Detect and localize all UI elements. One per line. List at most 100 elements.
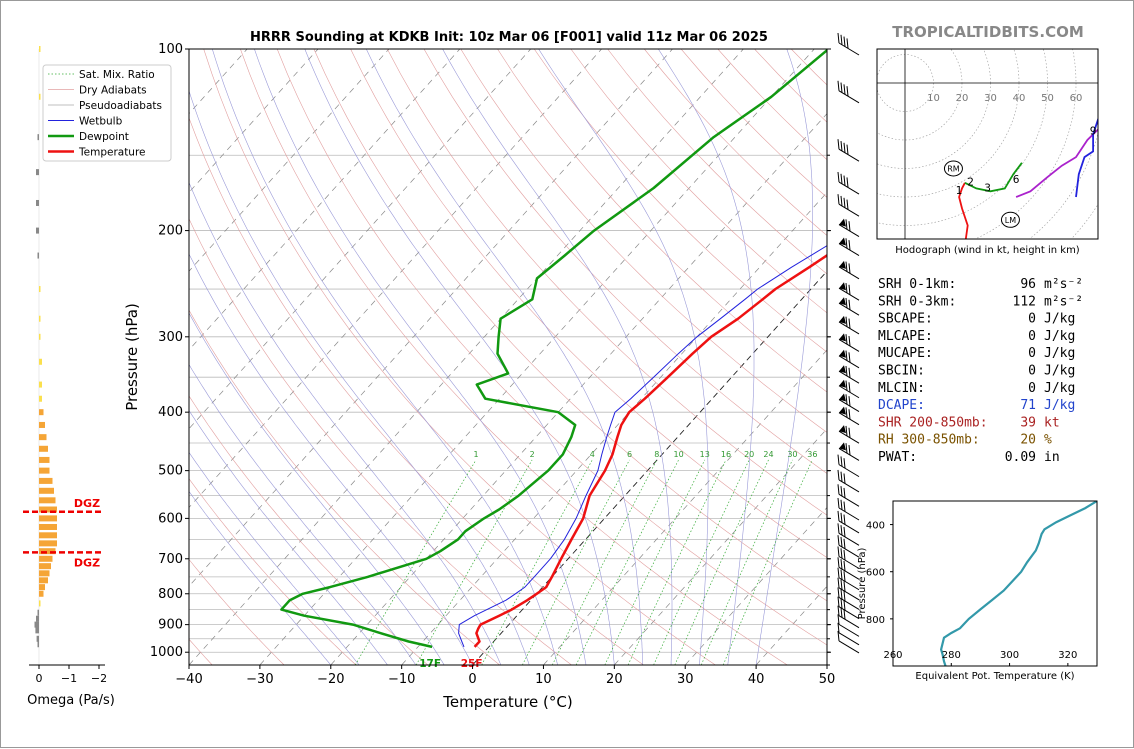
wind-barb-feather bbox=[846, 219, 847, 229]
omega-bar bbox=[36, 200, 39, 206]
wind-barb-feather bbox=[844, 561, 845, 571]
hodograph-height-label: 2 bbox=[967, 177, 974, 189]
mixing-ratio-label: 13 bbox=[700, 450, 710, 459]
wind-barb-feather bbox=[846, 381, 847, 391]
omega-x-axis-label: Omega (Pa/s) bbox=[27, 693, 115, 708]
theta-e-x-tick-label: 260 bbox=[883, 650, 902, 661]
isotherm-line bbox=[1, 49, 35, 665]
omega-bar bbox=[39, 497, 56, 503]
omega-bar bbox=[35, 622, 40, 628]
omega-bar bbox=[38, 134, 40, 140]
wind-barb-feather bbox=[838, 523, 839, 533]
wind-barb-feather bbox=[838, 578, 839, 588]
theta-e-y-tick-label: 600 bbox=[866, 568, 885, 579]
wind-barb-feather bbox=[838, 81, 839, 91]
index-label: RH 300-850mb: bbox=[878, 433, 980, 448]
index-value: 112 bbox=[1013, 294, 1036, 309]
isotherm-line bbox=[331, 49, 885, 665]
wind-barb-feather bbox=[841, 141, 842, 151]
wind-barb-feather bbox=[841, 500, 842, 510]
index-label: MLCIN: bbox=[878, 381, 925, 396]
wind-barb-feather bbox=[838, 511, 839, 521]
wind-barb-staff bbox=[839, 244, 859, 256]
wind-barb-feather bbox=[841, 513, 842, 523]
wind-barb-feather bbox=[846, 262, 847, 272]
wind-barb-feather bbox=[841, 580, 842, 590]
wind-barb-feather bbox=[838, 535, 839, 545]
wind-barb-feather bbox=[849, 396, 850, 406]
omega-bar bbox=[39, 94, 41, 100]
wind-barb bbox=[839, 365, 859, 383]
wind-barb-feather bbox=[846, 426, 847, 436]
wind-barb bbox=[839, 425, 859, 443]
mixing-ratio-line bbox=[675, 460, 769, 665]
index-value: 0 bbox=[1028, 364, 1036, 379]
mixing-ratio-label: 30 bbox=[787, 450, 797, 459]
wind-barb-staff bbox=[839, 413, 859, 425]
omega-bar bbox=[39, 46, 41, 52]
wind-barb-feather bbox=[841, 456, 842, 466]
mixing-ratio-label: 10 bbox=[674, 450, 684, 459]
wind-barb bbox=[839, 282, 859, 300]
index-label: SHR 200-850mb: bbox=[878, 415, 988, 430]
mixing-ratio-line bbox=[416, 460, 532, 665]
y-tick-label: 800 bbox=[158, 587, 183, 602]
x-tick-label: −40 bbox=[175, 672, 202, 687]
theta-e-plot bbox=[941, 501, 1097, 666]
wind-barb-staff bbox=[839, 448, 859, 460]
wind-barb-feather bbox=[844, 539, 845, 549]
y-tick-label: 300 bbox=[158, 330, 183, 345]
theta-e-x-tick-label: 300 bbox=[1000, 650, 1019, 661]
omega-bar bbox=[39, 532, 57, 538]
legend-entry: Temperature bbox=[78, 147, 146, 159]
y-tick-label: 900 bbox=[158, 618, 183, 633]
wind-barb-feather bbox=[841, 472, 842, 482]
omega-x-tick-label: −2 bbox=[91, 672, 107, 685]
wind-barb-feather bbox=[844, 198, 845, 208]
hodograph-height-label: 6 bbox=[1013, 174, 1020, 186]
wind-barb-feather bbox=[849, 409, 850, 419]
index-unit: J/kg bbox=[1044, 381, 1075, 396]
omega-bar bbox=[39, 422, 45, 428]
wind-barb-staff bbox=[839, 431, 859, 443]
legend-entry: Dewpoint bbox=[79, 131, 129, 143]
wind-barb-feather bbox=[838, 470, 839, 480]
index-value: 20 bbox=[1020, 433, 1036, 448]
wind-barb-feather bbox=[849, 368, 850, 378]
wind-barb-feather bbox=[844, 600, 845, 610]
omega-bar bbox=[38, 253, 40, 259]
wind-barb-feather bbox=[841, 570, 842, 580]
wind-barb bbox=[839, 219, 859, 237]
wind-barb-feather bbox=[844, 571, 845, 581]
wind-barb-feather bbox=[841, 196, 842, 206]
wind-barb-feather bbox=[844, 591, 845, 601]
isotherm-line bbox=[189, 49, 743, 665]
index-label: SRH 0-3km: bbox=[878, 294, 956, 309]
mixing-ratio-line bbox=[654, 460, 750, 665]
index-value: 39 bbox=[1020, 415, 1036, 430]
dgz-label: DGZ bbox=[74, 556, 100, 569]
wind-barb-feather bbox=[844, 550, 845, 560]
y-tick-label: 1000 bbox=[150, 645, 183, 660]
wind-barbs bbox=[838, 33, 859, 653]
pseudoadiabat bbox=[443, 49, 672, 665]
wind-barb-feather bbox=[846, 334, 847, 344]
omega-bar bbox=[39, 359, 42, 365]
wind-barb-feather bbox=[838, 597, 839, 607]
wind-barb bbox=[838, 33, 859, 55]
index-value: 0 bbox=[1028, 381, 1036, 396]
wind-barb-feather bbox=[846, 298, 847, 308]
surface-dewpoint-label: 17F bbox=[419, 658, 441, 670]
wind-barb-feather bbox=[841, 599, 842, 609]
wind-barb-feather bbox=[841, 548, 842, 558]
theta-e-x-axis-label: Equivalent Pot. Temperature (K) bbox=[915, 671, 1074, 682]
y-tick-label: 200 bbox=[158, 224, 183, 239]
wind-barb-feather bbox=[838, 587, 839, 597]
index-value: 96 bbox=[1020, 277, 1036, 292]
pseudoadiabat bbox=[119, 49, 472, 665]
dry-adiabat bbox=[277, 49, 859, 665]
